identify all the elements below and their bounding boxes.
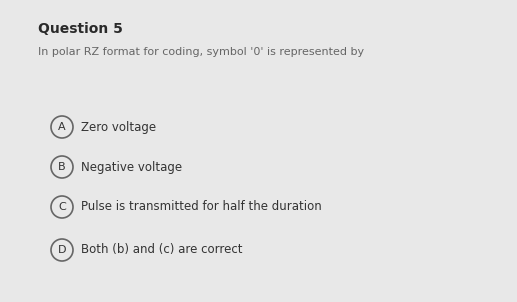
- Ellipse shape: [51, 116, 73, 138]
- Text: Negative voltage: Negative voltage: [81, 160, 182, 174]
- Ellipse shape: [51, 156, 73, 178]
- Text: Both (b) and (c) are correct: Both (b) and (c) are correct: [81, 243, 242, 256]
- Text: B: B: [58, 162, 66, 172]
- Text: Zero voltage: Zero voltage: [81, 120, 156, 133]
- Ellipse shape: [51, 196, 73, 218]
- Text: C: C: [58, 202, 66, 212]
- Text: Pulse is transmitted for half the duration: Pulse is transmitted for half the durati…: [81, 201, 322, 214]
- Text: D: D: [58, 245, 66, 255]
- Text: In polar RZ format for coding, symbol '0' is represented by: In polar RZ format for coding, symbol '0…: [38, 47, 364, 57]
- Ellipse shape: [51, 239, 73, 261]
- Text: Question 5: Question 5: [38, 22, 123, 36]
- Text: A: A: [58, 122, 66, 132]
